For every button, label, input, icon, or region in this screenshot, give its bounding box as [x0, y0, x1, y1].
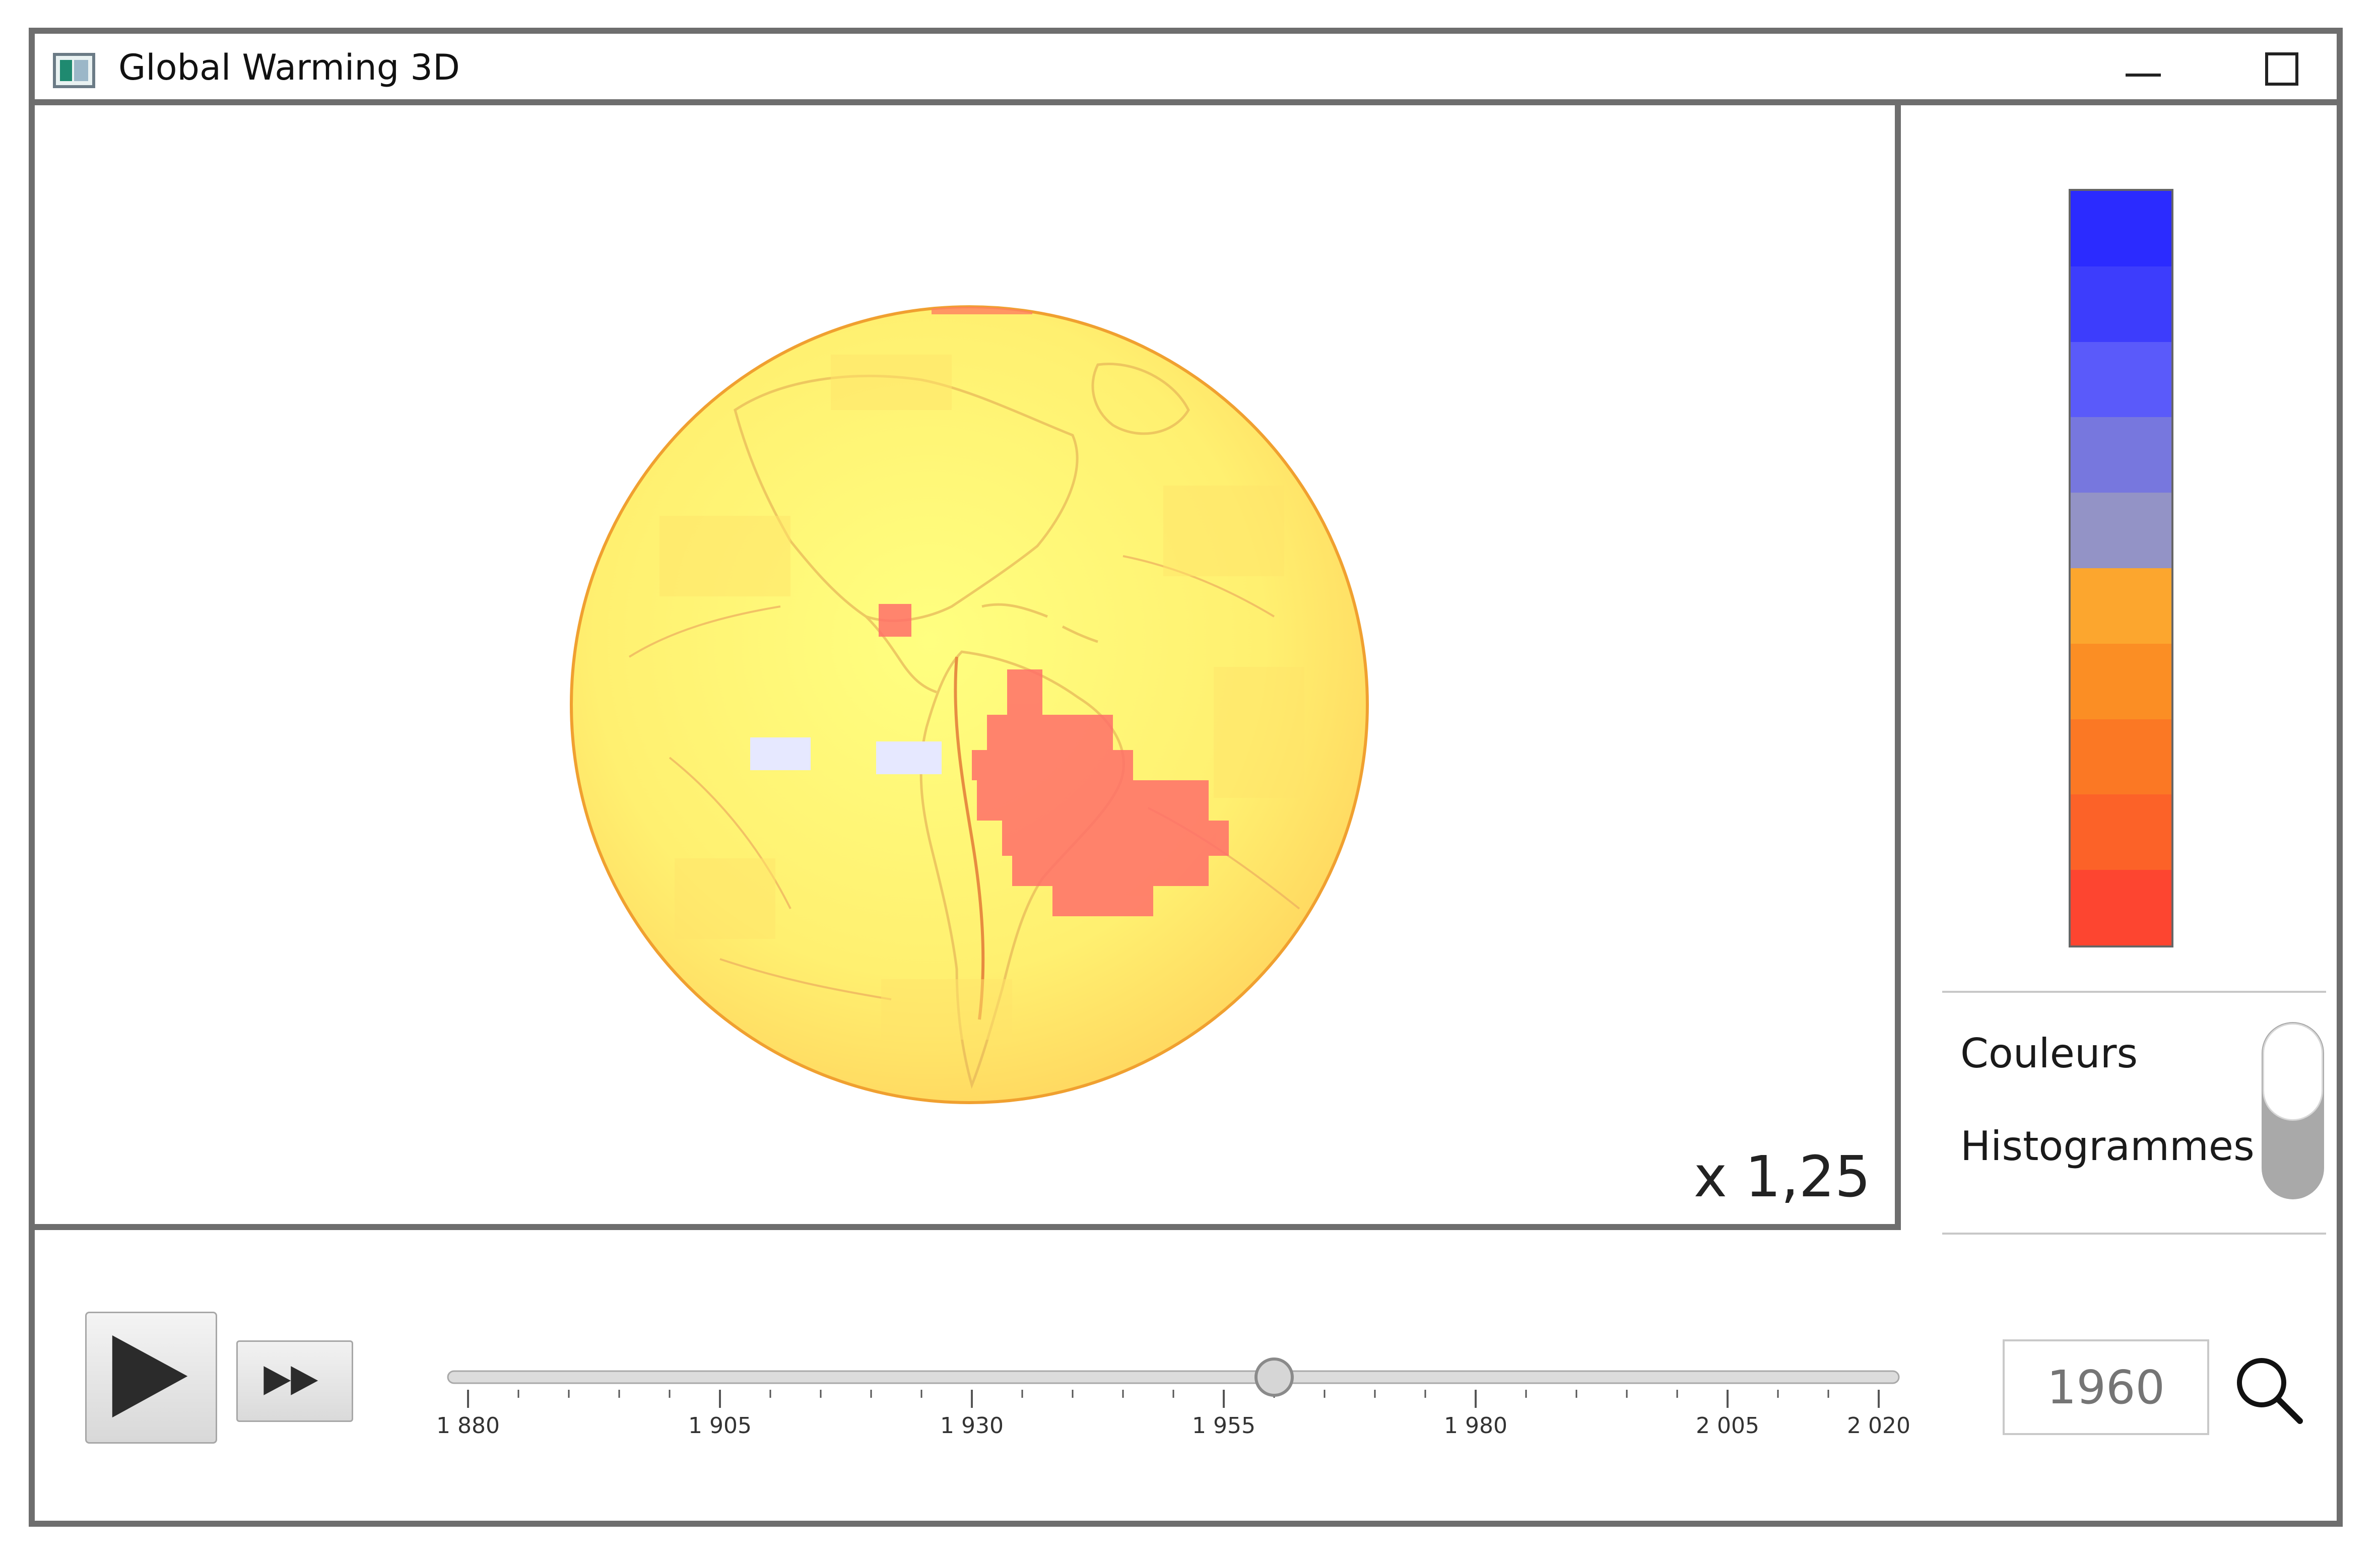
mode-option-colors[interactable]: Couleurs [1960, 1030, 2138, 1077]
legend-swatch [2071, 568, 2171, 644]
play-button[interactable] [85, 1312, 217, 1444]
play-icon [112, 1335, 188, 1418]
earth-globe[interactable] [569, 304, 1370, 1105]
mode-toggle[interactable] [2262, 1022, 2324, 1199]
maximize-icon[interactable] [2254, 45, 2309, 95]
timeline-tick-label: 2 020 [1847, 1413, 1910, 1439]
toggle-knob[interactable] [2263, 1023, 2323, 1121]
legend-swatch [2071, 493, 2171, 568]
timeline-thumb[interactable] [1254, 1358, 1294, 1397]
divider-top [1942, 991, 2326, 993]
search-icon[interactable] [2231, 1352, 2307, 1428]
legend-swatch [2071, 342, 2171, 418]
fast-forward-icon [263, 1366, 318, 1395]
mode-option-histograms[interactable]: Histogrammes [1960, 1123, 2255, 1170]
legend-swatch [2071, 417, 2171, 493]
legend-swatch [2071, 266, 2171, 342]
timeline-tick-label: 1 930 [940, 1413, 1004, 1439]
timeline-tick-label: 2 005 [1696, 1413, 1759, 1439]
timeline-tick-label: 1 980 [1444, 1413, 1507, 1439]
year-input[interactable] [2003, 1339, 2209, 1435]
window-title: Global Warming 3D [118, 47, 460, 88]
legend-swatch [2071, 191, 2171, 266]
legend-swatch [2071, 643, 2171, 719]
app-window: Global Warming 3D [29, 28, 2343, 1527]
fast-forward-button[interactable] [236, 1340, 353, 1422]
timeline-tick-label: 1 955 [1192, 1413, 1255, 1439]
color-legend [2069, 189, 2173, 947]
app-icon [53, 53, 95, 88]
timeline-tick-label: 1 880 [436, 1413, 500, 1439]
zoom-level: x 1,25 [1693, 1144, 1871, 1210]
globe-viewport[interactable]: x 1,25 [35, 105, 1901, 1230]
timeline-slider[interactable]: 1 880 1 905 1 930 1 955 1 980 2 005 2 020 [408, 1343, 1939, 1444]
legend-swatch [2071, 794, 2171, 870]
minimize-icon[interactable] [2115, 45, 2171, 95]
title-bar: Global Warming 3D [35, 34, 2337, 105]
divider-bottom [1942, 1233, 2326, 1235]
legend-swatch [2071, 870, 2171, 945]
timeline-tick-label: 1 905 [688, 1413, 752, 1439]
legend-swatch [2071, 719, 2171, 795]
